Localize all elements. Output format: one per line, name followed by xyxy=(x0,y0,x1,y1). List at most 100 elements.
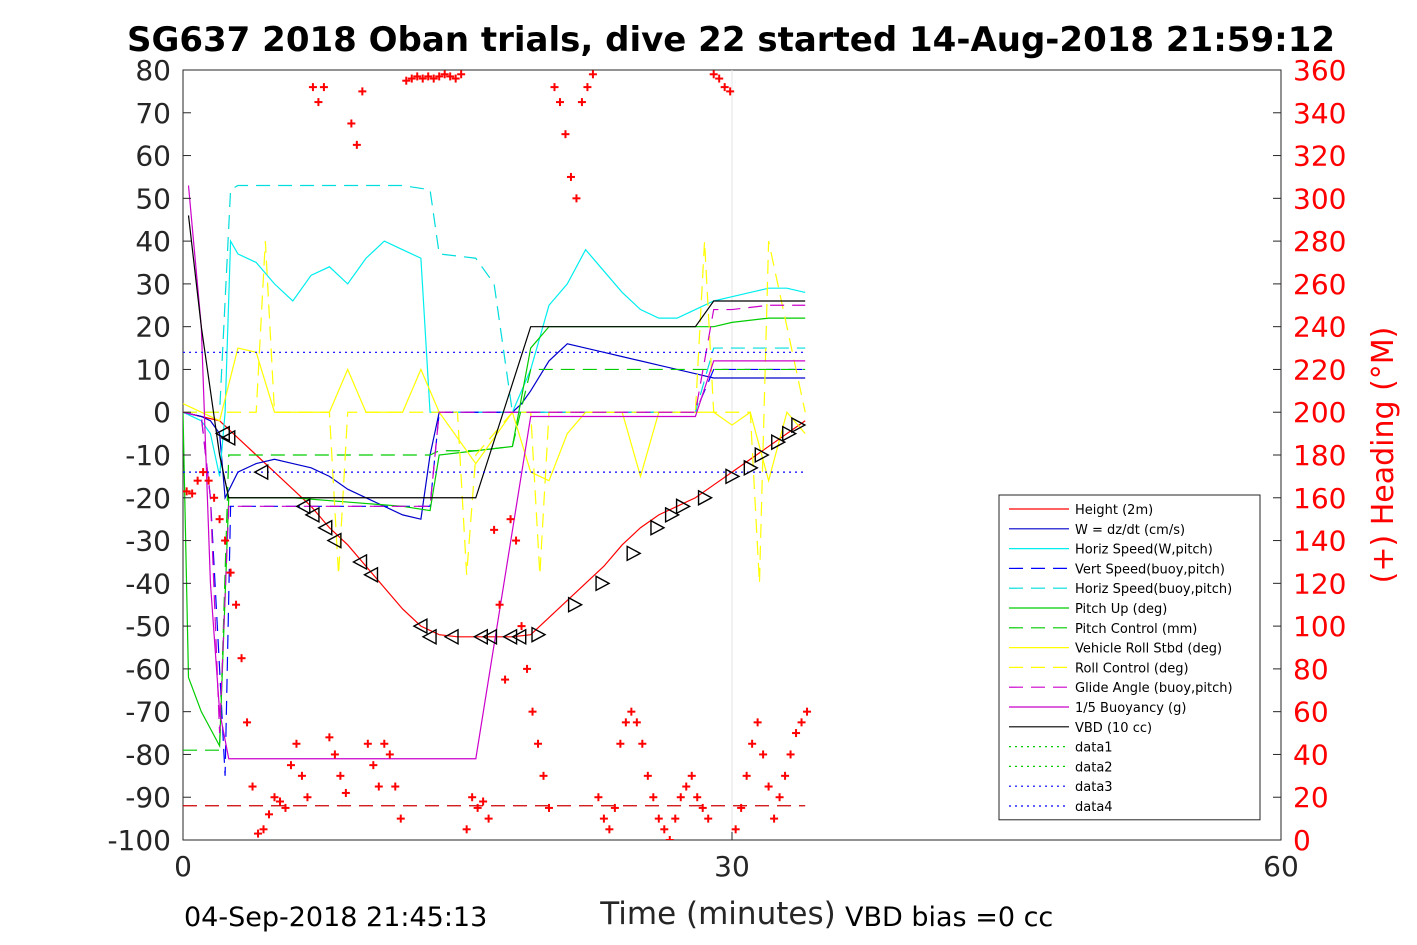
heading-point-47 xyxy=(440,70,449,79)
heading-point-54 xyxy=(479,797,488,806)
heading-point-90 xyxy=(676,793,685,802)
ticks: -100-90-80-70-60-50-40-30-20-10010203040… xyxy=(107,54,1346,883)
y-right-tick-label-7: 140 xyxy=(1293,525,1346,558)
heading-point-77 xyxy=(605,825,614,834)
heading-point-8 xyxy=(226,568,235,577)
triangle-marker-27 xyxy=(771,433,787,451)
triangle-marker-14 xyxy=(502,628,518,645)
heading-point-111 xyxy=(792,729,801,738)
heading-point-46 xyxy=(435,72,444,81)
y-right-tick-label-3: 60 xyxy=(1293,696,1329,729)
y-tick-label-3: -70 xyxy=(125,696,171,729)
y-tick-label-4: -60 xyxy=(125,653,171,686)
heading-point-65 xyxy=(539,771,548,780)
y-right-tick-label-17: 340 xyxy=(1293,97,1346,130)
heading-point-106 xyxy=(764,782,773,791)
heading-point-2 xyxy=(193,476,202,485)
heading-point-29 xyxy=(341,788,350,797)
heading-point-89 xyxy=(671,814,680,823)
heading-point-103 xyxy=(748,739,757,748)
heading-point-109 xyxy=(781,771,790,780)
heading-point-64 xyxy=(534,739,543,748)
heading-point-40 xyxy=(402,76,411,85)
legend-entry-9: Glide Angle (buoy,pitch) xyxy=(1075,681,1233,696)
heading-point-107 xyxy=(770,814,779,823)
triangle-marker-15 xyxy=(511,628,527,645)
heading-point-88 xyxy=(665,836,674,840)
triangle-marker-4 xyxy=(304,506,320,524)
legend-entry-8: Roll Control (deg) xyxy=(1075,661,1189,676)
triangle-marker-18 xyxy=(595,575,611,592)
legend-entry-11: VBD (10 cc) xyxy=(1075,721,1152,736)
triangle-marker-10 xyxy=(421,628,437,645)
heading-point-0 xyxy=(183,487,191,496)
heading-point-83 xyxy=(638,739,647,748)
heading-point-93 xyxy=(693,793,702,802)
legend: Height (2m) W = dz/dt (cm/s) Horiz Speed(W… xyxy=(998,494,1261,821)
heading-point-27 xyxy=(330,750,339,759)
heading-point-38 xyxy=(391,782,400,791)
heading-point-99 xyxy=(726,87,735,96)
heading-point-105 xyxy=(759,750,768,759)
heading-point-41 xyxy=(407,74,416,83)
heading-point-14 xyxy=(259,825,268,834)
y-right-tick-label-9: 180 xyxy=(1293,439,1346,472)
y-tick-label-11: 10 xyxy=(135,353,171,386)
footer-date: 04-Sep-2018 21:45:13 xyxy=(184,902,487,933)
y-tick-label-16: 60 xyxy=(135,140,171,173)
series-line-6 xyxy=(183,368,806,751)
y-tick-label-1: -90 xyxy=(125,781,171,814)
heading-point-45 xyxy=(429,74,438,83)
heading-point-19 xyxy=(286,761,295,770)
y-tick-label-15: 50 xyxy=(135,182,171,215)
heading-point-6 xyxy=(215,515,224,524)
y-right-tick-label-12: 240 xyxy=(1293,311,1346,344)
heading-point-57 xyxy=(495,600,504,609)
heading-point-21 xyxy=(297,771,306,780)
heading-point-11 xyxy=(243,718,252,727)
x-axis-label: Time (minutes) xyxy=(599,896,835,932)
heading-point-80 xyxy=(621,718,630,727)
y-right-tick-label-14: 280 xyxy=(1293,225,1346,258)
heading-point-49 xyxy=(451,74,460,83)
triangle-marker-17 xyxy=(567,596,584,613)
y-right-tick-label-16: 320 xyxy=(1293,140,1346,173)
heading-point-62 xyxy=(523,664,532,673)
legend-entry-15: data4 xyxy=(1075,800,1113,815)
heading-point-24 xyxy=(314,98,323,107)
heading-point-73 xyxy=(583,83,592,92)
y-tick-label-8: -20 xyxy=(125,482,171,515)
y-right-tick-label-6: 120 xyxy=(1293,567,1346,600)
heading-point-101 xyxy=(737,803,746,812)
heading-point-113 xyxy=(803,707,812,716)
heading-point-4 xyxy=(204,476,213,485)
triangle-marker-24 xyxy=(725,468,741,485)
triangle-marker-8 xyxy=(363,566,379,583)
heading-point-30 xyxy=(347,119,356,128)
heading-point-10 xyxy=(237,654,246,663)
legend-entry-10: 1/5 Buoyancy (g) xyxy=(1075,701,1186,716)
legend-entry-2: Horiz Speed(W,pitch) xyxy=(1075,543,1213,558)
heading-point-16 xyxy=(270,793,279,802)
y-tick-label-14: 40 xyxy=(135,225,171,258)
triangle-marker-13 xyxy=(481,628,498,645)
y-tick-label-7: -30 xyxy=(125,525,171,558)
y-right-tick-label-1: 20 xyxy=(1293,781,1329,814)
y-right-tick-label-13: 260 xyxy=(1293,268,1346,301)
y-right-tick-label-2: 40 xyxy=(1293,738,1329,771)
heading-point-110 xyxy=(786,750,795,759)
heading-point-18 xyxy=(281,803,290,812)
heading-point-31 xyxy=(352,140,361,149)
triangle-marker-3 xyxy=(295,498,311,515)
heading-point-72 xyxy=(577,98,586,107)
triangle-marker-28 xyxy=(782,425,798,442)
heading-point-74 xyxy=(588,70,597,79)
triangle-marker-22 xyxy=(675,498,692,515)
legend-entry-3: Vert Speed(buoy,pitch) xyxy=(1075,562,1225,577)
heading-point-95 xyxy=(704,814,713,823)
triangle-marker-19 xyxy=(626,545,642,562)
series-line-8 xyxy=(183,240,806,584)
y-tick-label-10: 0 xyxy=(153,396,171,429)
heading-point-84 xyxy=(643,771,652,780)
heading-point-20 xyxy=(292,739,301,748)
